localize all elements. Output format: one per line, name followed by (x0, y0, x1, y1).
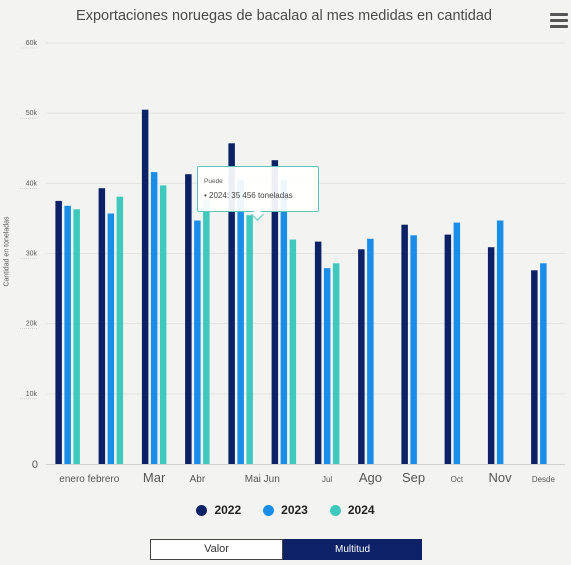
bar-2024-febrero (116, 196, 124, 464)
bar-2024-Abr (203, 200, 210, 464)
bar-2022-Jun (271, 160, 279, 464)
y-tick-label: 50k (26, 110, 38, 117)
bar-2022-Oct (444, 234, 452, 464)
bar-2023-enero (64, 205, 71, 465)
bar-2023-Mai (237, 179, 244, 465)
bar-2022-febrero (98, 188, 106, 464)
bar-2023-Nov (496, 220, 504, 464)
y-tick-label: 10k (26, 391, 38, 398)
bar-2022-Desde (531, 270, 538, 464)
multitud-button[interactable]: Multitud (283, 539, 422, 560)
bar-2024-Mai (246, 215, 253, 464)
hamburger-menu-icon[interactable] (550, 13, 568, 28)
tooltip-header: Puede (204, 178, 223, 185)
bar-2023-Ago (367, 238, 374, 464)
bar-2022-enero (55, 200, 62, 464)
bar-2022-Nov (487, 247, 495, 464)
bar-2024-Jul (332, 263, 340, 464)
bar-2023-Jun (280, 179, 288, 465)
bar-2024-enero (73, 209, 80, 464)
bar-2023-Sep (410, 235, 417, 464)
x-tick-label: Oct (451, 475, 464, 484)
legend-item-2022[interactable]: 2022 (196, 503, 241, 517)
bar-2022-Sep (401, 224, 408, 464)
legend-item-2023[interactable]: 2023 (263, 503, 308, 517)
legend-marker-2024 (329, 504, 341, 516)
legend-marker-2022 (196, 504, 208, 516)
bar-2023-Oct (453, 222, 461, 464)
bar-2023-Mar (150, 172, 158, 464)
x-tick-label: Abr (190, 474, 206, 485)
legend-label-2023: 2023 (281, 503, 308, 517)
y-tick-label: 30k (26, 251, 38, 258)
x-tick-label: Mar (143, 470, 166, 485)
bar-2023-Jul (323, 268, 331, 464)
x-tick-label: Jul (322, 475, 332, 484)
x-tick-label: Sep (402, 470, 425, 485)
y-tick-label: 0 (32, 459, 38, 471)
y-tick-label: 60k (26, 40, 38, 47)
bar-2022-Abr (185, 174, 192, 464)
legend-label-2022: 2022 (214, 503, 242, 517)
bar-2022-Ago (358, 249, 365, 464)
x-tick-label: enero febrero (59, 474, 119, 485)
bar-2023-febrero (107, 213, 115, 464)
x-tick-label: Desde (532, 475, 556, 484)
value-quantity-toggle: Valor Multitud (150, 539, 422, 560)
legend-item-2024[interactable]: 2024 (329, 503, 375, 517)
legend-label-2024: 2024 (347, 503, 375, 517)
bar-2022-Mar (141, 109, 149, 464)
x-tick-label: Ago (359, 470, 382, 485)
bar-2023-Desde (540, 263, 547, 464)
y-tick-label: 40k (26, 180, 38, 187)
bar-chart-plot: 0 10k 20k 30k 40k 50k 60k enero febrero Mar Abr M… (20, 40, 565, 485)
bar-2023-Abr (194, 220, 201, 464)
valor-button[interactable]: Valor (150, 539, 283, 560)
chart-legend: 2022 2023 2024 (0, 503, 571, 517)
x-tick-label: Nov (489, 470, 513, 485)
y-tick-label: 20k (26, 321, 38, 328)
tooltip-body: • 2024: 35 456 toneladas (204, 191, 293, 200)
bar-2022-Jul (314, 241, 322, 464)
bar-2024-Jun (289, 239, 297, 464)
bar-2024-Mar (159, 185, 167, 464)
tooltip: Puede • 2024: 35 456 toneladas (197, 166, 319, 221)
chart-title: Exportaciones noruegas de bacalao al mes… (76, 8, 492, 24)
x-tick-label: Mai Jun (245, 474, 280, 485)
legend-marker-2023 (263, 504, 275, 516)
bar-2022-Mai (228, 143, 235, 465)
